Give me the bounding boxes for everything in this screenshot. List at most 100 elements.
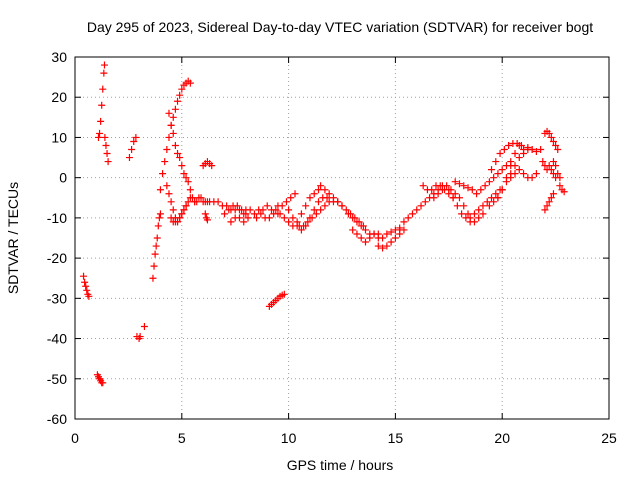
data-point (285, 218, 293, 226)
data-point (498, 186, 506, 194)
y-tick-label: -40 (47, 331, 67, 347)
data-point (353, 230, 361, 238)
data-point (517, 141, 525, 149)
data-point (265, 214, 273, 222)
data-point (342, 206, 350, 214)
data-point (317, 182, 325, 190)
y-tick-label: -60 (47, 411, 67, 427)
data-point (317, 206, 325, 214)
plot-frame (74, 56, 610, 420)
data-point (308, 214, 316, 222)
data-point (507, 174, 515, 182)
y-tick-label: 0 (59, 170, 67, 186)
data-point (532, 170, 540, 178)
data-point (496, 150, 504, 158)
data-point (470, 218, 478, 226)
data-point (485, 202, 493, 210)
data-point (272, 206, 280, 214)
data-point (180, 206, 188, 214)
data-point (174, 218, 182, 226)
data-point (285, 206, 293, 214)
data-point (483, 198, 491, 206)
data-point (470, 210, 478, 218)
data-point (475, 214, 483, 222)
data-point (100, 61, 108, 69)
data-point (383, 242, 391, 250)
data-point (492, 158, 500, 166)
data-point (468, 186, 476, 194)
data-point (253, 214, 261, 222)
data-point (291, 190, 299, 198)
data-points (80, 61, 568, 387)
data-point (543, 202, 551, 210)
data-point (163, 146, 171, 154)
data-point (481, 182, 489, 190)
data-point (169, 129, 177, 137)
data-point (379, 244, 387, 252)
data-point (344, 210, 352, 218)
data-point (99, 85, 107, 93)
data-point (240, 218, 248, 226)
x-tick-label: 20 (494, 430, 510, 446)
x-tick-label: 5 (178, 430, 186, 446)
data-point (140, 322, 148, 330)
data-point (455, 180, 463, 188)
data-point (451, 190, 459, 198)
data-point (257, 210, 265, 218)
data-point (180, 170, 188, 178)
data-point (80, 272, 88, 280)
data-point (178, 162, 186, 170)
data-point (149, 274, 157, 282)
data-point (156, 186, 164, 194)
x-tick-label: 10 (281, 430, 297, 446)
x-tick-labels: 0 5 10 15 20 25 (71, 430, 617, 446)
data-point (130, 137, 138, 145)
data-point (169, 113, 177, 121)
grid-lines (75, 57, 609, 419)
data-point (547, 194, 555, 202)
data-point (477, 186, 485, 194)
data-point (235, 214, 243, 222)
data-point (297, 210, 305, 218)
data-point (323, 194, 331, 202)
data-point (500, 146, 508, 154)
data-point (182, 174, 190, 182)
data-point (171, 141, 179, 149)
data-point (161, 158, 169, 166)
y-tick-label: 30 (51, 49, 67, 65)
data-point (413, 206, 421, 214)
data-point (154, 222, 162, 230)
data-point (263, 202, 271, 210)
data-point (552, 162, 560, 170)
data-point (225, 206, 233, 214)
data-point (167, 121, 175, 129)
data-point (176, 154, 184, 162)
data-point (178, 210, 186, 218)
data-point (208, 162, 216, 170)
data-point (458, 210, 466, 218)
data-point (357, 234, 365, 242)
data-point (430, 194, 438, 202)
data-point (556, 174, 564, 182)
data-point (460, 202, 468, 210)
data-point (473, 190, 481, 198)
data-point (159, 170, 167, 178)
data-point (81, 278, 89, 286)
data-point (549, 158, 557, 166)
data-point (366, 234, 374, 242)
data-point (537, 146, 545, 154)
data-point (490, 174, 498, 182)
data-point (132, 133, 140, 141)
data-point (150, 262, 158, 270)
data-point (400, 218, 408, 226)
data-point (227, 218, 235, 226)
data-point (153, 234, 161, 242)
data-point (466, 214, 474, 222)
data-point (434, 190, 442, 198)
data-point (357, 222, 365, 230)
data-point (532, 148, 540, 156)
data-point (278, 202, 286, 210)
data-point (287, 194, 295, 202)
data-point (282, 198, 290, 206)
